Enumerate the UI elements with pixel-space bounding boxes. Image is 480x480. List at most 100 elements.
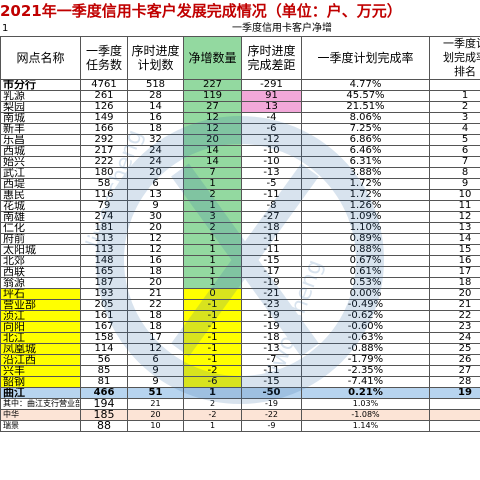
cell-gap[interactable]: -7 <box>241 354 302 366</box>
cell-name[interactable]: 北郊 <box>0 255 81 267</box>
cell-gap[interactable]: -50 <box>241 387 302 399</box>
cell-task[interactable]: 194 <box>80 398 128 410</box>
cell-rank[interactable]: 27 <box>429 365 480 377</box>
cell-task[interactable]: 193 <box>80 288 128 300</box>
cell-plan[interactable]: 18 <box>127 266 184 278</box>
cell-net[interactable]: 1 <box>183 178 242 190</box>
cell-rank[interactable]: 28 <box>429 376 480 388</box>
cell-rank[interactable]: 10 <box>429 189 480 201</box>
cell-task[interactable]: 180 <box>80 167 128 179</box>
cell-plan[interactable]: 32 <box>127 134 184 146</box>
cell-plan[interactable]: 12 <box>127 343 184 355</box>
cell-task[interactable]: 187 <box>80 277 128 289</box>
cell-rate[interactable]: -1.79% <box>301 354 430 366</box>
cell-net[interactable]: 3 <box>183 211 242 223</box>
cell-net[interactable]: 1 <box>183 200 242 212</box>
cell-plan[interactable]: 13 <box>127 189 184 201</box>
cell-task[interactable]: 292 <box>80 134 128 146</box>
cell-name[interactable]: 始兴 <box>0 156 81 168</box>
cell-task[interactable]: 261 <box>80 90 128 102</box>
cell-task[interactable]: 148 <box>80 255 128 267</box>
cell-net[interactable]: 227 <box>183 79 242 91</box>
cell-name[interactable]: 南雄 <box>0 211 81 223</box>
cell-net[interactable]: 27 <box>183 101 242 113</box>
cell-name[interactable]: 惠民 <box>0 189 81 201</box>
cell-plan[interactable]: 24 <box>127 145 184 157</box>
cell-gap[interactable]: -10 <box>241 156 302 168</box>
cell-rate[interactable]: 7.25% <box>301 123 430 135</box>
cell-name[interactable]: 西联 <box>0 266 81 278</box>
cell-rank[interactable] <box>429 409 480 421</box>
cell-task[interactable]: 79 <box>80 200 128 212</box>
cell-net[interactable]: 7 <box>183 167 242 179</box>
cell-plan[interactable]: 14 <box>127 101 184 113</box>
cell-net[interactable]: 1 <box>183 255 242 267</box>
cell-net[interactable]: -1 <box>183 299 242 311</box>
cell-task[interactable]: 165 <box>80 266 128 278</box>
cell-plan[interactable]: 18 <box>127 310 184 322</box>
col-header-rank[interactable]: 一季度计 划完成率 排名 <box>429 36 480 80</box>
cell-rank[interactable]: 3 <box>429 112 480 124</box>
cell-rate[interactable]: 45.57% <box>301 90 430 102</box>
cell-gap[interactable]: -18 <box>241 222 302 234</box>
cell-rate[interactable]: -0.88% <box>301 343 430 355</box>
cell-net[interactable]: 119 <box>183 90 242 102</box>
cell-rate[interactable]: 1.10% <box>301 222 430 234</box>
cell-name[interactable]: 凤凰城 <box>0 343 81 355</box>
cell-rate[interactable]: 0.53% <box>301 277 430 289</box>
cell-name[interactable]: 中华 <box>0 409 81 421</box>
cell-task[interactable]: 56 <box>80 354 128 366</box>
cell-net[interactable]: -1 <box>183 321 242 333</box>
cell-net[interactable]: 1 <box>183 277 242 289</box>
cell-rate[interactable]: 4.77% <box>301 79 430 91</box>
cell-rate[interactable]: 6.46% <box>301 145 430 157</box>
cell-name[interactable]: 营业部 <box>0 299 81 311</box>
cell-rank[interactable]: 5 <box>429 134 480 146</box>
cell-rank[interactable] <box>429 398 480 410</box>
cell-name[interactable]: 翁源 <box>0 277 81 289</box>
cell-gap[interactable]: -19 <box>241 398 302 410</box>
cell-rank[interactable]: 15 <box>429 244 480 256</box>
cell-task[interactable]: 113 <box>80 233 128 245</box>
cell-gap[interactable]: -9 <box>241 420 302 432</box>
cell-task[interactable]: 167 <box>80 321 128 333</box>
cell-rank[interactable]: 12 <box>429 211 480 223</box>
cell-rank[interactable]: 8 <box>429 167 480 179</box>
cell-rate[interactable]: 1.72% <box>301 189 430 201</box>
cell-gap[interactable]: -11 <box>241 233 302 245</box>
cell-name[interactable]: 其中：曲江支行营业部 <box>0 398 81 410</box>
cell-net[interactable]: 12 <box>183 112 242 124</box>
cell-rank[interactable]: 20 <box>429 288 480 300</box>
cell-rank[interactable]: 14 <box>429 233 480 245</box>
cell-rate[interactable]: 6.31% <box>301 156 430 168</box>
cell-plan[interactable]: 30 <box>127 211 184 223</box>
cell-task[interactable]: 126 <box>80 101 128 113</box>
cell-plan[interactable]: 20 <box>127 409 184 421</box>
cell-rate[interactable]: -1.08% <box>301 409 430 421</box>
cell-net[interactable]: 1 <box>183 420 242 432</box>
col-header-net[interactable]: 净增数量 <box>183 36 242 80</box>
cell-net[interactable]: 1 <box>183 244 242 256</box>
cell-name[interactable]: 沿江西 <box>0 354 81 366</box>
cell-name[interactable]: 乐昌 <box>0 134 81 146</box>
cell-net[interactable]: -1 <box>183 332 242 344</box>
cell-plan[interactable]: 9 <box>127 200 184 212</box>
cell-gap[interactable]: -15 <box>241 376 302 388</box>
cell-gap[interactable]: -19 <box>241 310 302 322</box>
cell-name[interactable]: 北江 <box>0 332 81 344</box>
cell-gap[interactable]: -17 <box>241 266 302 278</box>
cell-rate[interactable]: 1.26% <box>301 200 430 212</box>
cell-task[interactable]: 116 <box>80 189 128 201</box>
cell-gap[interactable]: -11 <box>241 189 302 201</box>
cell-net[interactable]: 1 <box>183 233 242 245</box>
cell-gap[interactable]: -23 <box>241 299 302 311</box>
cell-task[interactable]: 4761 <box>80 79 128 91</box>
cell-plan[interactable]: 16 <box>127 255 184 267</box>
cell-net[interactable]: 20 <box>183 134 242 146</box>
cell-gap[interactable]: -19 <box>241 321 302 333</box>
cell-plan[interactable]: 21 <box>127 398 184 410</box>
cell-gap[interactable]: -11 <box>241 244 302 256</box>
cell-gap[interactable]: -12 <box>241 134 302 146</box>
cell-rank[interactable] <box>429 79 480 91</box>
cell-net[interactable]: 2 <box>183 222 242 234</box>
